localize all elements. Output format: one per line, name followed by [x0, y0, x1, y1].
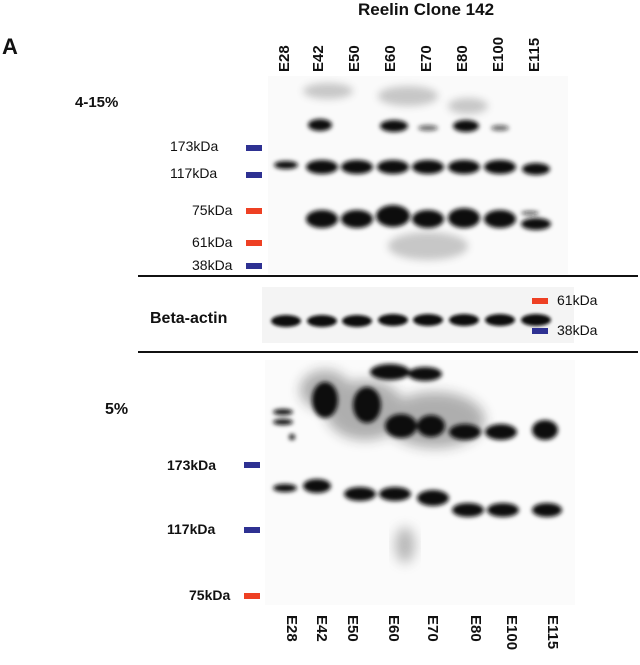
lane-label-top: E60 — [382, 45, 399, 72]
mw-label: 75kDa — [192, 202, 233, 218]
mw-marker-swatch — [246, 240, 262, 246]
lane-label-bottom: E80 — [467, 615, 484, 642]
gel1-blot-image — [268, 76, 568, 274]
mw-marker-swatch — [244, 462, 260, 468]
lane-label-bottom: E100 — [503, 615, 520, 651]
lane-label-top: E42 — [310, 45, 327, 72]
mw-label: 61kDa — [557, 292, 598, 308]
mw-label: 117kDa — [170, 165, 218, 181]
mw-label: 38kDa — [557, 322, 598, 338]
lane-label-top: E28 — [276, 45, 293, 72]
lane-label-bottom: E28 — [283, 615, 300, 642]
beta-actin-label: Beta-actin — [150, 310, 228, 327]
mw-marker-swatch — [246, 172, 262, 178]
panel-letter: A — [2, 34, 18, 59]
mw-label: 38kDa — [192, 257, 233, 273]
lane-label-bottom: E115 — [544, 615, 561, 650]
lane-label-top: E70 — [418, 45, 435, 72]
lane-label-top: E100 — [490, 36, 507, 72]
mw-marker-swatch — [246, 263, 262, 269]
gel2-percentage-label: 5% — [105, 401, 129, 418]
lane-label-top: E50 — [346, 45, 363, 72]
mw-label: 117kDa — [167, 521, 216, 537]
section-divider — [138, 351, 638, 353]
mw-marker-swatch — [244, 527, 260, 533]
mw-marker-swatch — [532, 328, 548, 334]
lane-label-bottom: E50 — [344, 615, 361, 642]
mw-marker-swatch — [244, 593, 260, 599]
lane-label-bottom: E42 — [313, 615, 330, 642]
lane-label-top: E115 — [526, 37, 543, 72]
lane-label-bottom: E60 — [385, 615, 402, 642]
mw-marker-swatch — [246, 145, 262, 151]
gel1-percentage-label: 4-15% — [75, 94, 119, 111]
lane-label-bottom: E70 — [424, 615, 441, 642]
mw-marker-swatch — [246, 208, 262, 214]
gel2-blot-image — [265, 360, 575, 605]
figure-title: Reelin Clone 142 — [358, 0, 495, 19]
section-divider — [138, 275, 638, 277]
beta-actin-blot-image — [262, 287, 574, 343]
mw-label: 173kDa — [167, 457, 217, 473]
mw-label: 75kDa — [189, 587, 231, 603]
lane-label-top: E80 — [454, 45, 471, 72]
mw-label: 61kDa — [192, 234, 233, 250]
mw-label: 173kDa — [170, 138, 219, 154]
mw-marker-swatch — [532, 298, 548, 304]
